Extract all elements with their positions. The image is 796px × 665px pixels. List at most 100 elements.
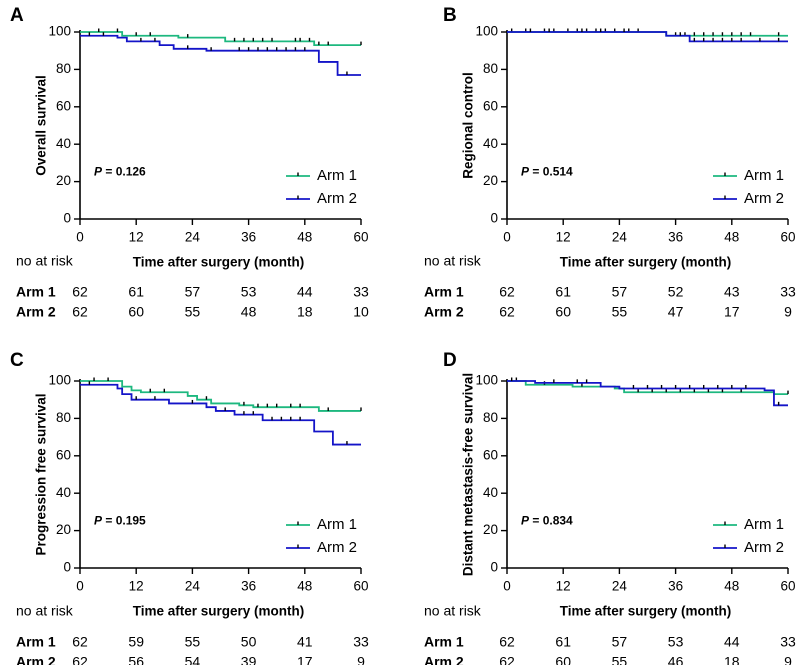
at-risk-value: 43 xyxy=(724,284,740,300)
y-tick-label: 40 xyxy=(56,485,71,500)
at-risk-value: 18 xyxy=(724,654,740,665)
x-tick-label: 48 xyxy=(297,230,312,245)
y-tick-label: 20 xyxy=(56,522,71,537)
x-tick-label: 12 xyxy=(556,230,571,245)
at-risk-value: 62 xyxy=(499,634,515,650)
legend-label: Arm 1 xyxy=(744,167,784,184)
at-risk-value: 61 xyxy=(128,284,144,300)
at-risk-row-label: Arm 1 xyxy=(424,634,464,650)
at-risk-value: 60 xyxy=(128,304,144,320)
at-risk-title: no at risk xyxy=(16,253,74,269)
y-tick-label: 60 xyxy=(483,98,498,113)
at-risk-value: 17 xyxy=(297,654,313,665)
p-number: = 0.834 xyxy=(529,513,573,527)
p-value: P = 0.195 xyxy=(94,513,146,527)
at-risk-value: 17 xyxy=(724,304,740,320)
y-axis-label: Regional control xyxy=(461,72,476,179)
x-axis-label: Time after surgery (month) xyxy=(560,604,732,619)
at-risk-value: 48 xyxy=(241,304,257,320)
y-tick-label: 80 xyxy=(56,410,71,425)
at-risk-row-label: Arm 1 xyxy=(16,284,56,300)
y-tick-label: 100 xyxy=(475,373,498,388)
at-risk-value: 9 xyxy=(357,654,365,665)
at-risk-value: 59 xyxy=(128,634,144,650)
p-value: P = 0.126 xyxy=(94,164,146,178)
p-symbol: P xyxy=(521,164,530,178)
at-risk-value: 55 xyxy=(612,654,628,665)
x-tick-label: 0 xyxy=(76,579,84,594)
at-risk-value: 41 xyxy=(297,634,313,650)
at-risk-value: 33 xyxy=(780,284,796,300)
at-risk-value: 62 xyxy=(72,654,88,665)
at-risk-value: 46 xyxy=(668,654,684,665)
at-risk-value: 33 xyxy=(780,634,796,650)
at-risk-value: 57 xyxy=(612,634,628,650)
series-line-arm-1 xyxy=(80,380,361,412)
at-risk-value: 47 xyxy=(668,304,684,320)
at-risk-row-label: Arm 1 xyxy=(424,284,464,300)
at-risk-value: 62 xyxy=(499,284,515,300)
x-tick-label: 0 xyxy=(503,230,511,245)
x-tick-label: 24 xyxy=(185,579,201,594)
y-tick-label: 100 xyxy=(48,373,71,388)
y-axis-label: Progression free survival xyxy=(34,393,49,555)
x-tick-label: 36 xyxy=(241,230,256,245)
y-tick-label: 0 xyxy=(63,211,71,226)
at-risk-value: 62 xyxy=(499,304,515,320)
p-value: P = 0.834 xyxy=(521,513,573,527)
x-tick-label: 48 xyxy=(724,230,739,245)
at-risk-value: 10 xyxy=(353,304,369,320)
at-risk-value: 50 xyxy=(241,634,257,650)
at-risk-row-label: Arm 2 xyxy=(424,654,464,665)
at-risk-value: 52 xyxy=(668,284,684,300)
x-tick-label: 60 xyxy=(780,579,795,594)
x-tick-label: 12 xyxy=(556,579,571,594)
y-tick-label: 0 xyxy=(490,211,498,226)
panel-letter: A xyxy=(10,5,24,26)
at-risk-value: 53 xyxy=(241,284,257,300)
x-tick-label: 24 xyxy=(612,230,628,245)
at-risk-value: 60 xyxy=(555,304,571,320)
y-tick-label: 60 xyxy=(56,447,71,462)
y-tick-label: 20 xyxy=(483,173,498,188)
at-risk-value: 9 xyxy=(784,654,792,665)
at-risk-value: 55 xyxy=(185,304,201,320)
series-line-arm-2 xyxy=(80,34,361,76)
p-value: P = 0.514 xyxy=(521,164,573,178)
y-tick-label: 80 xyxy=(483,61,498,76)
y-tick-label: 80 xyxy=(56,61,71,76)
legend-label: Arm 1 xyxy=(317,516,357,533)
x-tick-label: 48 xyxy=(297,579,312,594)
legend-label: Arm 2 xyxy=(744,190,784,207)
legend-label: Arm 1 xyxy=(744,516,784,533)
at-risk-title: no at risk xyxy=(424,603,482,619)
at-risk-value: 55 xyxy=(185,634,201,650)
at-risk-value: 62 xyxy=(72,634,88,650)
legend-label: Arm 2 xyxy=(317,539,357,556)
at-risk-title: no at risk xyxy=(16,603,74,619)
x-tick-label: 24 xyxy=(185,230,201,245)
p-number: = 0.126 xyxy=(102,164,146,178)
y-tick-label: 60 xyxy=(56,98,71,113)
panel-d: D 0 20 40 60 80 100 0 12 24 36 48 60 Time after surge… xyxy=(424,350,796,665)
at-risk-value: 53 xyxy=(668,634,684,650)
y-axis-label: Distant metastasis-free survival xyxy=(461,373,476,576)
series-line-arm-1 xyxy=(80,31,361,46)
p-symbol: P xyxy=(94,164,103,178)
y-tick-label: 20 xyxy=(483,522,498,537)
at-risk-value: 56 xyxy=(128,654,144,665)
at-risk-value: 18 xyxy=(297,304,313,320)
series-line-arm-2 xyxy=(507,31,788,43)
legend-label: Arm 1 xyxy=(317,167,357,184)
x-tick-label: 12 xyxy=(129,579,144,594)
at-risk-value: 62 xyxy=(72,304,88,320)
at-risk-value: 61 xyxy=(555,284,571,300)
x-axis-label: Time after surgery (month) xyxy=(133,604,305,619)
series-line-arm-2 xyxy=(80,383,361,446)
legend-label: Arm 2 xyxy=(317,190,357,207)
x-axis-label: Time after surgery (month) xyxy=(133,255,305,270)
y-tick-label: 80 xyxy=(483,410,498,425)
at-risk-value: 62 xyxy=(499,654,515,665)
y-axis-label: Overall survival xyxy=(34,75,49,176)
series-line-arm-2 xyxy=(507,380,788,407)
